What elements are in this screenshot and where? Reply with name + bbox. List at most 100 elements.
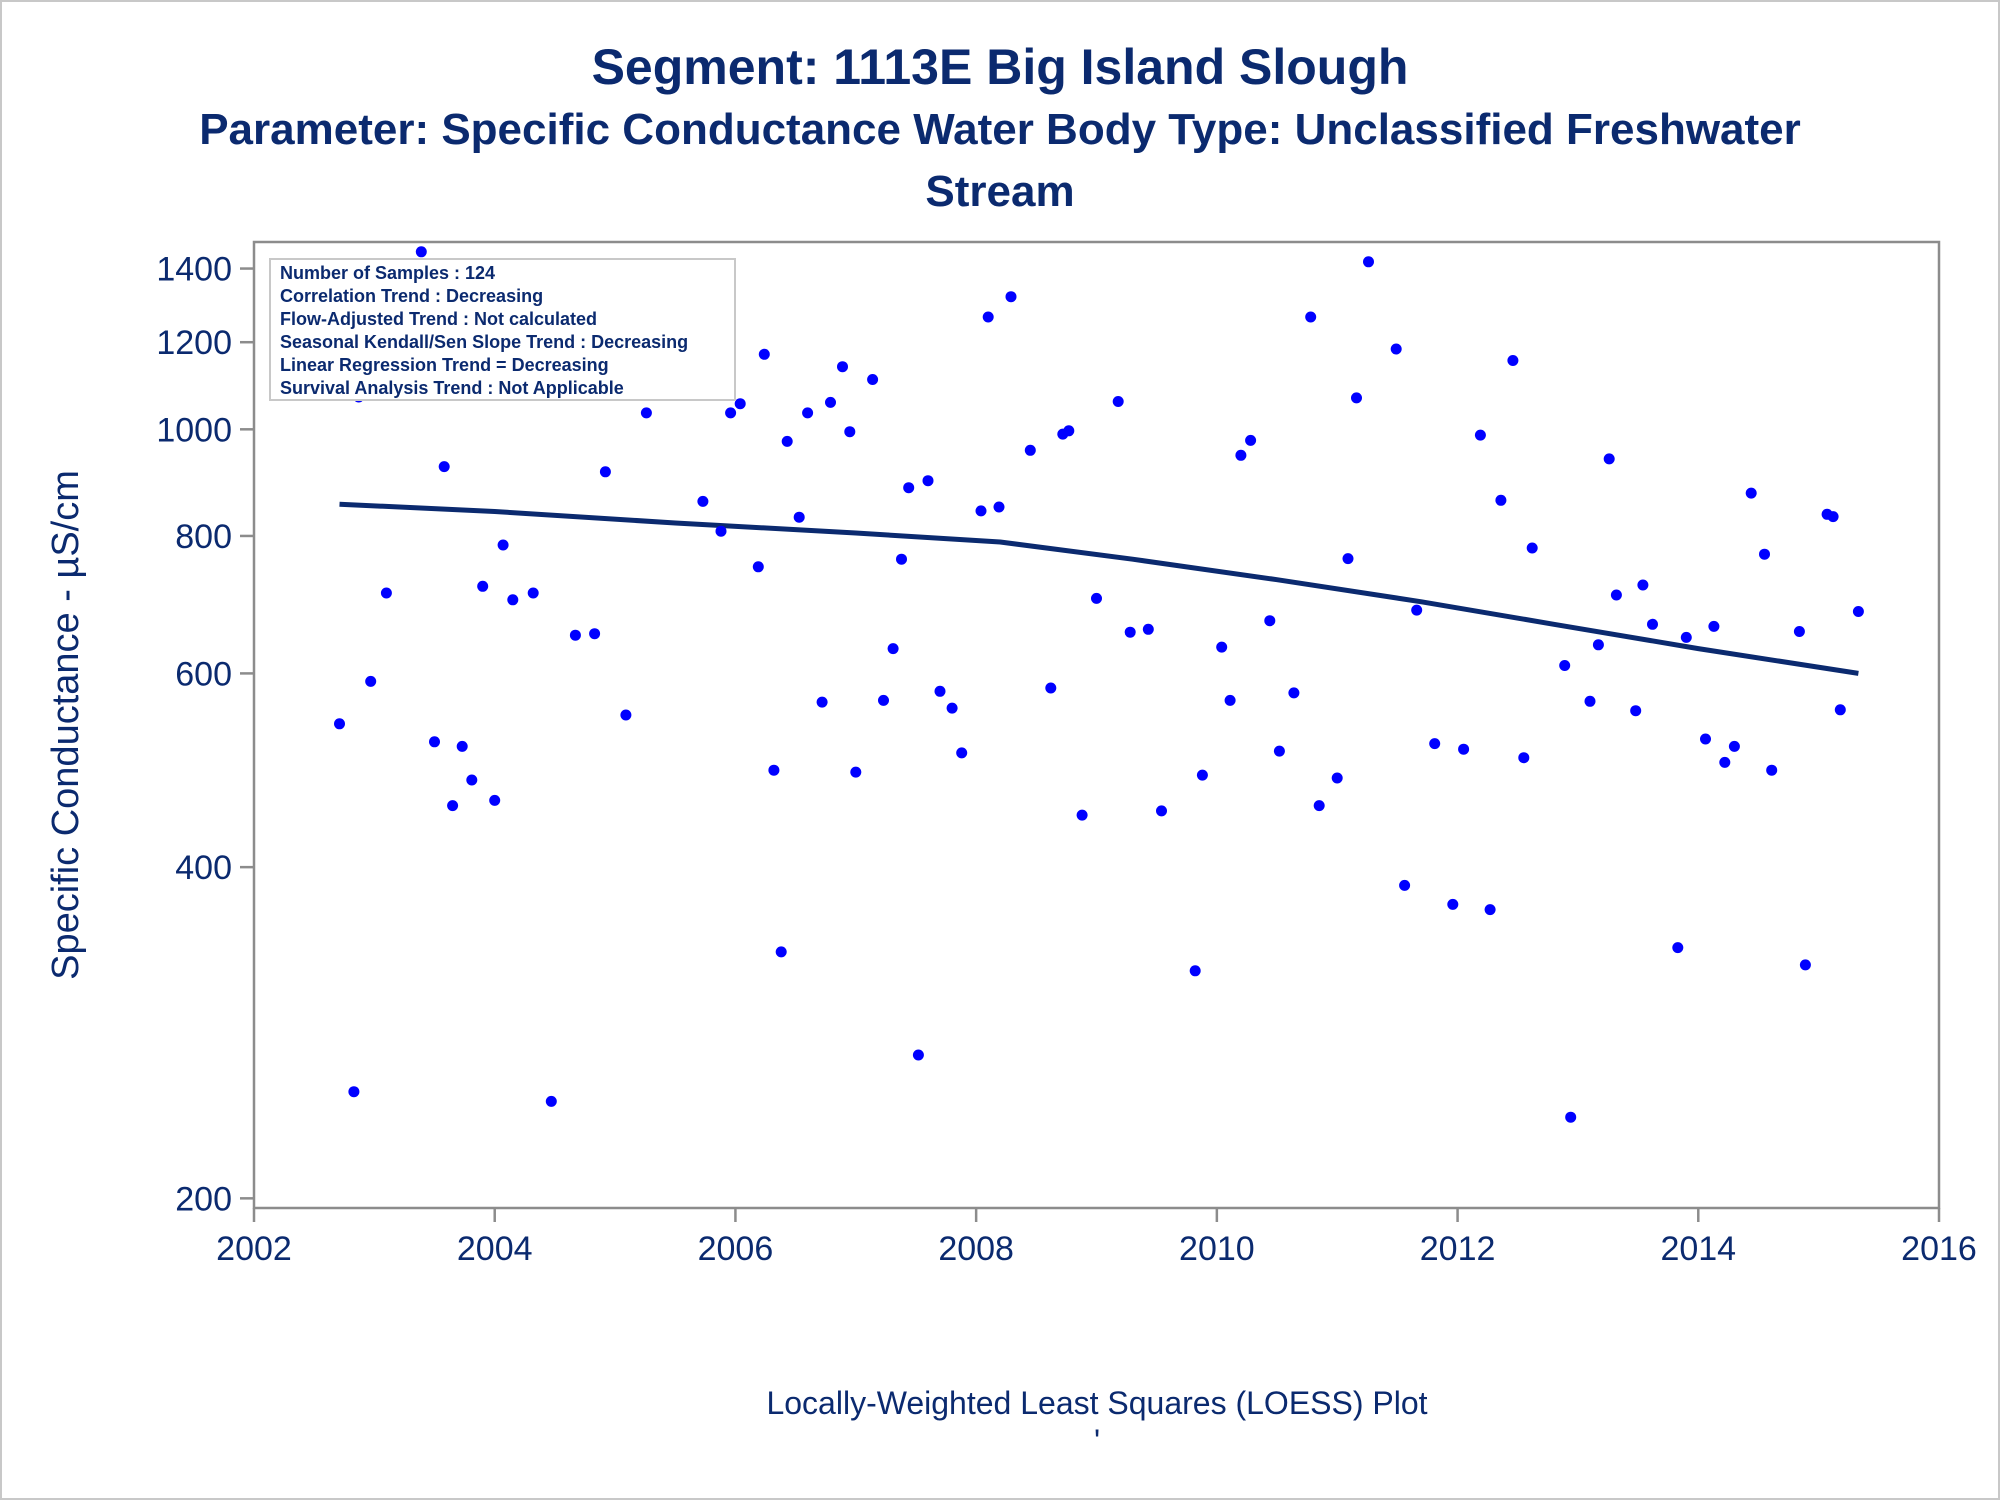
data-point	[497, 539, 509, 551]
data-point	[758, 348, 770, 360]
data-point	[1834, 704, 1846, 716]
data-point	[802, 407, 814, 419]
data-point	[1005, 291, 1017, 303]
statistics-line: Number of Samples : 124	[280, 263, 495, 283]
data-point	[466, 774, 478, 786]
data-point	[1399, 879, 1411, 891]
data-point	[1124, 626, 1136, 638]
chart-subtitle-line-2: Stream	[925, 167, 1075, 216]
data-point	[1507, 355, 1519, 366]
data-point	[545, 1095, 557, 1107]
data-point	[477, 580, 489, 592]
data-point	[903, 482, 915, 494]
data-point	[1390, 343, 1402, 355]
data-point	[878, 694, 889, 706]
data-point	[1793, 626, 1805, 637]
data-point	[1305, 311, 1317, 323]
statistics-line: Flow-Adjusted Trend : Not calculated	[280, 309, 597, 329]
statistics-line: Linear Regression Trend = Decreasing	[280, 355, 609, 375]
x-tick-label: 2002	[216, 1230, 292, 1268]
data-point	[752, 561, 764, 573]
data-point	[1603, 453, 1615, 465]
y-tick-label: 1200	[156, 324, 232, 362]
data-point	[620, 709, 632, 721]
data-point	[850, 766, 862, 778]
data-point	[1331, 772, 1343, 784]
data-point	[1647, 618, 1658, 630]
data-point	[1799, 959, 1811, 971]
data-point	[946, 702, 958, 714]
data-point	[781, 435, 793, 447]
data-point	[697, 495, 709, 507]
x-tick-label: 2012	[1420, 1230, 1496, 1268]
data-point	[912, 1049, 924, 1061]
data-point	[1063, 425, 1075, 437]
data-point	[1592, 639, 1604, 651]
data-point	[1245, 434, 1257, 446]
data-point	[1474, 429, 1486, 441]
statistics-line: Survival Analysis Trend : Not Applicable	[280, 378, 624, 398]
y-tick-label: 400	[175, 849, 232, 887]
y-axis-title: Specific Conductance - µS/cm	[45, 470, 87, 980]
data-point	[334, 718, 345, 730]
data-point	[1458, 743, 1470, 755]
data-point	[1766, 764, 1778, 776]
data-point	[1672, 942, 1684, 954]
data-point	[1759, 548, 1770, 560]
data-point	[934, 685, 946, 697]
data-point	[429, 736, 440, 748]
data-point	[1728, 740, 1740, 752]
data-point	[1610, 589, 1622, 601]
data-point	[415, 246, 427, 258]
footnote-mark: '	[1094, 1423, 1100, 1459]
data-point	[1708, 620, 1720, 632]
data-point	[768, 764, 780, 776]
data-point	[1565, 1111, 1577, 1123]
data-point	[1429, 738, 1441, 750]
data-point	[1224, 694, 1236, 706]
plot-area	[252, 240, 1941, 1210]
data-point	[1584, 695, 1596, 707]
data-point	[640, 407, 652, 419]
statistics-line: Seasonal Kendall/Sen Slope Trend : Decre…	[280, 332, 688, 352]
data-point	[348, 1086, 360, 1098]
data-point	[1630, 705, 1642, 717]
footnote: Locally-Weighted Least Squares (LOESS) P…	[766, 1385, 1427, 1421]
data-point	[1351, 392, 1362, 404]
y-tick-label: 800	[175, 518, 232, 556]
data-point	[507, 594, 519, 606]
x-tick-label: 2016	[1901, 1230, 1977, 1268]
data-point	[447, 800, 459, 812]
data-point	[715, 525, 727, 537]
data-point	[887, 643, 899, 655]
data-point	[993, 501, 1005, 513]
data-point	[1264, 615, 1276, 627]
data-point	[456, 740, 468, 752]
x-tick-label: 2010	[1179, 1230, 1255, 1268]
data-point	[380, 587, 392, 599]
data-point	[1091, 592, 1102, 604]
data-point	[1411, 604, 1423, 616]
chart-subtitle-line-1: Parameter: Specific Conductance Water Bo…	[199, 105, 1801, 154]
data-point	[1045, 682, 1057, 694]
data-point	[438, 461, 450, 473]
y-tick-label: 600	[175, 655, 232, 693]
data-point	[725, 407, 737, 419]
statistics-box	[269, 258, 736, 401]
data-point	[837, 361, 848, 373]
data-point	[1495, 494, 1507, 506]
data-point	[1363, 256, 1374, 268]
data-point	[982, 311, 994, 323]
data-point	[1112, 396, 1124, 407]
data-point	[1447, 898, 1459, 910]
data-point	[1518, 752, 1530, 764]
data-point	[1196, 769, 1208, 781]
data-point	[365, 675, 377, 687]
y-tick-label: 200	[175, 1180, 232, 1218]
data-point	[1484, 904, 1496, 916]
data-point	[867, 374, 879, 385]
data-point	[1526, 542, 1538, 554]
trend-layer	[339, 501, 1859, 676]
data-point	[956, 747, 968, 759]
data-point	[569, 629, 581, 641]
